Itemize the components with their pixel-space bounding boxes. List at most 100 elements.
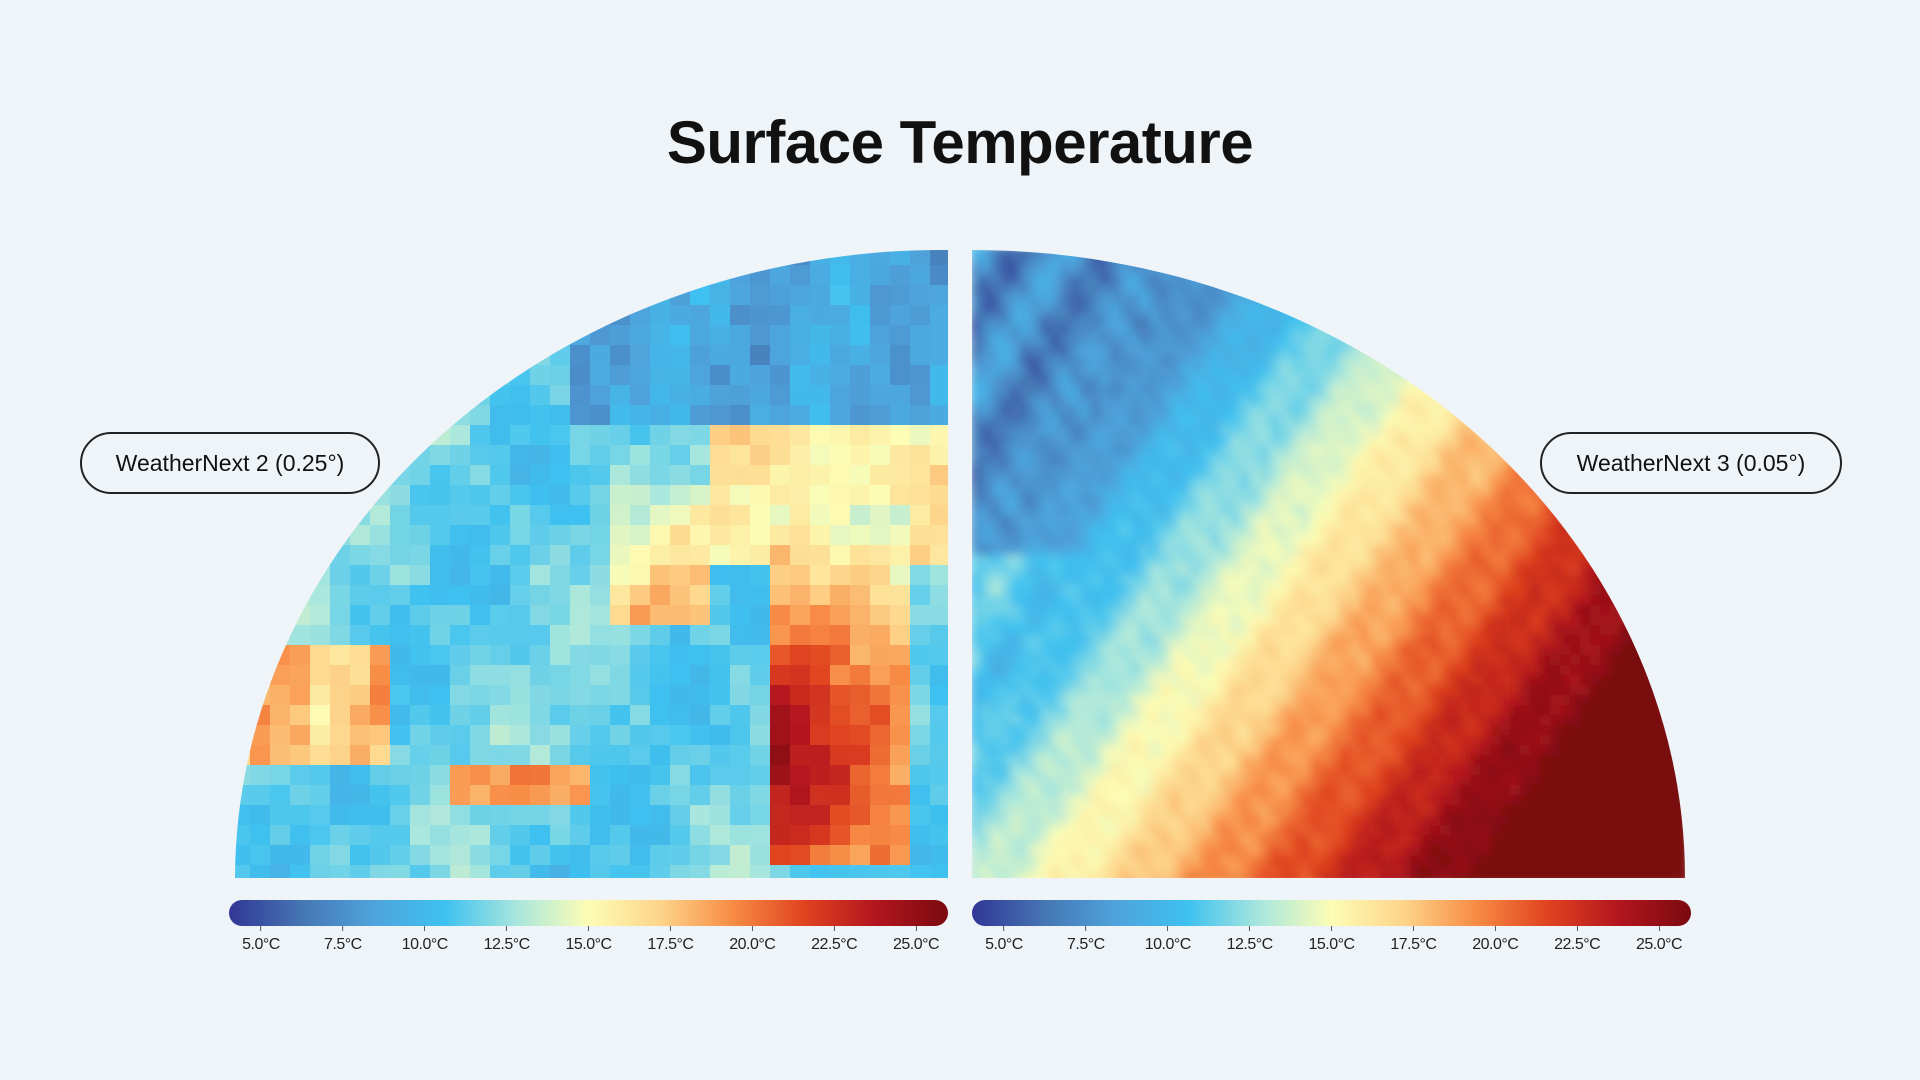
temperature-cell: [410, 805, 431, 826]
temperature-cell: [430, 785, 451, 806]
temperature-cell: [1430, 265, 1441, 276]
temperature-cell: [570, 705, 591, 726]
temperature-cell: [1380, 315, 1391, 326]
temperature-cell: [1010, 745, 1021, 756]
temperature-cell: [1170, 575, 1181, 586]
temperature-cell: [770, 265, 791, 286]
temperature-cell: [1440, 755, 1451, 766]
temperature-cell: [1270, 585, 1281, 596]
temperature-cell: [1510, 505, 1521, 516]
temperature-cell: [1180, 595, 1191, 606]
temperature-cell: [1010, 250, 1021, 256]
temperature-cell: [630, 405, 651, 426]
temperature-cell: [290, 845, 311, 866]
temperature-cell: [1500, 505, 1511, 516]
temperature-cell: [1260, 275, 1271, 286]
temperature-cell: [1680, 345, 1685, 356]
temperature-cell: [710, 685, 731, 706]
temperature-cell: [1680, 695, 1685, 706]
temperature-cell: [1180, 415, 1191, 426]
temperature-cell: [1280, 395, 1291, 406]
temperature-cell: [1080, 250, 1091, 256]
temperature-cell: [1160, 325, 1171, 336]
temperature-cell: [510, 605, 531, 626]
temperature-cell: [1280, 255, 1291, 266]
temperature-cell: [1250, 365, 1261, 376]
temperature-cell: [1070, 345, 1081, 356]
temperature-cell: [1500, 385, 1511, 396]
temperature-cell: [1290, 375, 1301, 386]
temperature-cell: [630, 565, 651, 586]
temperature-cell: [1270, 325, 1281, 336]
temperature-cell: [1250, 275, 1261, 286]
temperature-cell: [250, 765, 271, 786]
temperature-cell: [1670, 250, 1681, 256]
temperature-cell: [730, 525, 751, 546]
temperature-cell: [1170, 595, 1181, 606]
temperature-cell: [610, 785, 631, 806]
temperature-cell: [1200, 655, 1211, 666]
temperature-cell: [1320, 415, 1331, 426]
temperature-cell: [1630, 535, 1641, 546]
temperature-cell: [530, 249, 551, 266]
temperature-cell: [1170, 315, 1181, 326]
temperature-cell: [1200, 425, 1211, 436]
temperature-cell: [1530, 425, 1541, 436]
temperature-cell: [1160, 515, 1171, 526]
temperature-cell: [1600, 555, 1611, 566]
temperature-cell: [1140, 485, 1151, 496]
temperature-cell: [1290, 365, 1301, 376]
temperature-cell: [1350, 715, 1361, 726]
temperature-cell: [1340, 605, 1351, 616]
temperature-cell: [972, 295, 981, 306]
temperature-cell: [1610, 275, 1621, 286]
temperature-cell: [1050, 515, 1061, 526]
temperature-cell: [290, 685, 311, 706]
temperature-cell: [890, 865, 911, 878]
temperature-cell: [1040, 535, 1051, 546]
temperature-cell: [1460, 525, 1471, 536]
temperature-cell: [850, 485, 871, 506]
temperature-cell: [1470, 765, 1481, 776]
temperature-cell: [1560, 305, 1571, 316]
temperature-cell: [1380, 335, 1391, 346]
temperature-cell: [1580, 565, 1591, 576]
temperature-cell: [1220, 645, 1231, 656]
temperature-cell: [410, 325, 431, 346]
temperature-cell: [910, 685, 931, 706]
temperature-cell: [1010, 735, 1021, 746]
temperature-cell: [1180, 775, 1191, 786]
temperature-cell: [1070, 435, 1081, 446]
temperature-cell: [1430, 555, 1441, 566]
temperature-cell: [1070, 385, 1081, 396]
temperature-cell: [1660, 375, 1671, 386]
temperature-cell: [1530, 265, 1541, 276]
temperature-cell: [1010, 755, 1021, 766]
temperature-cell: [990, 415, 1001, 426]
temperature-cell: [670, 525, 691, 546]
temperature-cell: [1250, 250, 1261, 256]
temperature-cell: [1620, 655, 1631, 666]
temperature-cell: [1010, 775, 1021, 786]
temperature-cell: [1010, 565, 1021, 576]
temperature-cell: [1080, 515, 1091, 526]
temperature-cell: [590, 765, 611, 786]
temperature-cell: [750, 865, 771, 878]
temperature-cell: [1590, 265, 1601, 276]
temperature-cell: [1030, 595, 1041, 606]
temperature-cell: [1090, 685, 1101, 696]
temperature-cell: [1250, 645, 1261, 656]
temperature-cell: [1410, 275, 1421, 286]
temperature-cell: [1470, 315, 1481, 326]
temperature-cell: [1370, 755, 1381, 766]
temperature-cell: [1130, 625, 1141, 636]
temperature-cell: [290, 785, 311, 806]
temperature-cell: [590, 745, 611, 766]
temperature-cell: [1010, 325, 1021, 336]
temperature-cell: [1170, 265, 1181, 276]
temperature-cell: [1650, 765, 1661, 776]
temperature-cell: [490, 565, 511, 586]
temperature-cell: [810, 465, 831, 486]
temperature-cell: [1070, 675, 1081, 686]
temperature-cell: [1420, 555, 1431, 566]
